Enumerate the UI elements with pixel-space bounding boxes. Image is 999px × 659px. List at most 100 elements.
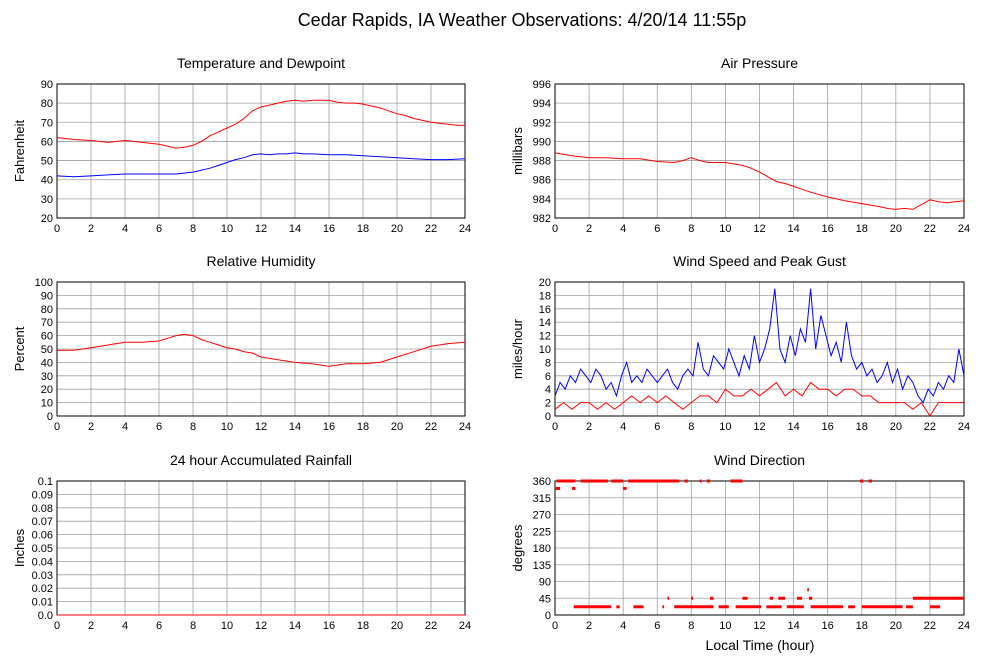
y-tick-label: 0.07 — [32, 516, 53, 528]
x-tick-label: 2 — [88, 223, 94, 235]
x-tick-label: 18 — [856, 620, 868, 632]
y-tick-label: 90 — [539, 577, 551, 589]
y-tick-label: 60 — [41, 136, 53, 148]
y-tick-label: 70 — [41, 117, 53, 129]
x-tick-label: 4 — [620, 620, 626, 632]
page-title: Cedar Rapids, IA Weather Observations: 4… — [298, 10, 747, 30]
x-tick-label: 24 — [459, 421, 471, 433]
x-tick-label: 12 — [255, 421, 267, 433]
y-tick-label: 0 — [545, 411, 551, 423]
x-tick-label: 14 — [787, 421, 799, 433]
y-tick-label: 0.05 — [32, 543, 53, 555]
x-tick-label: 18 — [856, 223, 868, 235]
x-tick-label: 16 — [323, 223, 335, 235]
x-tick-label: 20 — [890, 620, 902, 632]
y-tick-label: 16 — [539, 304, 551, 316]
x-tick-label: 8 — [688, 620, 694, 632]
x-tick-label: 18 — [357, 620, 369, 632]
x-axis-label: Local Time (hour) — [706, 637, 815, 653]
x-tick-label: 4 — [620, 223, 626, 235]
y-tick-label: 135 — [533, 560, 551, 572]
x-tick-label: 10 — [221, 620, 233, 632]
x-tick-label: 20 — [391, 223, 403, 235]
y-tick-label: 10 — [41, 398, 53, 410]
y-tick-label: 270 — [533, 510, 551, 522]
y-tick-label: 0.04 — [32, 556, 53, 568]
x-tick-label: 0 — [552, 620, 558, 632]
x-tick-label: 6 — [654, 223, 660, 235]
y-tick-label: 90 — [41, 290, 53, 302]
x-tick-label: 18 — [357, 223, 369, 235]
y-tick-label: 14 — [539, 317, 551, 329]
x-tick-label: 14 — [787, 620, 799, 632]
chart-title: Relative Humidity — [207, 253, 316, 269]
x-tick-label: 22 — [425, 620, 437, 632]
x-tick-label: 6 — [156, 620, 162, 632]
x-tick-label: 12 — [255, 223, 267, 235]
y-tick-label: 50 — [41, 156, 53, 168]
x-tick-label: 6 — [654, 620, 660, 632]
y-tick-label: 90 — [41, 79, 53, 91]
x-tick-label: 8 — [688, 223, 694, 235]
x-tick-label: 12 — [255, 620, 267, 632]
y-tick-label: 996 — [533, 79, 551, 91]
x-tick-label: 8 — [190, 223, 196, 235]
y-tick-label: 45 — [539, 593, 551, 605]
y-tick-label: 0 — [545, 610, 551, 622]
x-tick-label: 8 — [190, 620, 196, 632]
y-tick-label: 0.0 — [38, 610, 53, 622]
y-tick-label: 40 — [41, 357, 53, 369]
x-tick-label: 18 — [357, 421, 369, 433]
y-tick-label: 0.02 — [32, 583, 53, 595]
y-axis-label: miles/hour — [510, 318, 525, 379]
y-tick-label: 315 — [533, 493, 551, 505]
x-tick-label: 2 — [88, 421, 94, 433]
y-tick-label: 0.03 — [32, 570, 53, 582]
x-tick-label: 4 — [620, 421, 626, 433]
y-tick-label: 988 — [533, 156, 551, 168]
y-tick-label: 982 — [533, 213, 551, 225]
y-tick-label: 994 — [533, 98, 551, 110]
y-axis-label: Fahrenheit — [12, 120, 27, 183]
chart-title: Air Pressure — [721, 55, 798, 71]
x-tick-label: 4 — [122, 421, 128, 433]
series-line-blue — [554, 288, 965, 404]
y-axis-label: degrees — [510, 524, 525, 571]
y-tick-label: 100 — [35, 277, 53, 289]
y-tick-label: 0.06 — [32, 530, 53, 542]
y-tick-label: 30 — [41, 371, 53, 383]
x-tick-label: 2 — [586, 421, 592, 433]
chart-title: Temperature and Dewpoint — [177, 55, 345, 71]
x-tick-label: 8 — [688, 421, 694, 433]
y-tick-label: 10 — [539, 344, 551, 356]
x-tick-label: 22 — [425, 421, 437, 433]
x-tick-label: 14 — [289, 223, 301, 235]
y-tick-label: 360 — [533, 476, 551, 488]
x-tick-label: 6 — [156, 421, 162, 433]
x-tick-label: 10 — [221, 223, 233, 235]
y-tick-label: 20 — [41, 384, 53, 396]
x-tick-label: 24 — [958, 223, 970, 235]
chart-title: 24 hour Accumulated Rainfall — [170, 452, 352, 468]
series-line-red — [57, 333, 466, 367]
x-tick-label: 6 — [654, 421, 660, 433]
y-tick-label: 0 — [47, 411, 53, 423]
x-tick-label: 24 — [958, 421, 970, 433]
y-axis-label: Percent — [12, 326, 27, 371]
x-tick-label: 16 — [323, 421, 335, 433]
plot-frame — [554, 480, 965, 616]
plot-frame — [56, 281, 466, 417]
y-tick-label: 18 — [539, 290, 551, 302]
x-tick-label: 2 — [586, 223, 592, 235]
x-tick-label: 18 — [856, 421, 868, 433]
y-axis-label: millibars — [510, 127, 525, 175]
x-tick-label: 20 — [890, 421, 902, 433]
x-tick-label: 22 — [924, 620, 936, 632]
y-tick-label: 12 — [539, 331, 551, 343]
y-axis-label: Inches — [12, 528, 27, 567]
x-tick-label: 20 — [391, 421, 403, 433]
